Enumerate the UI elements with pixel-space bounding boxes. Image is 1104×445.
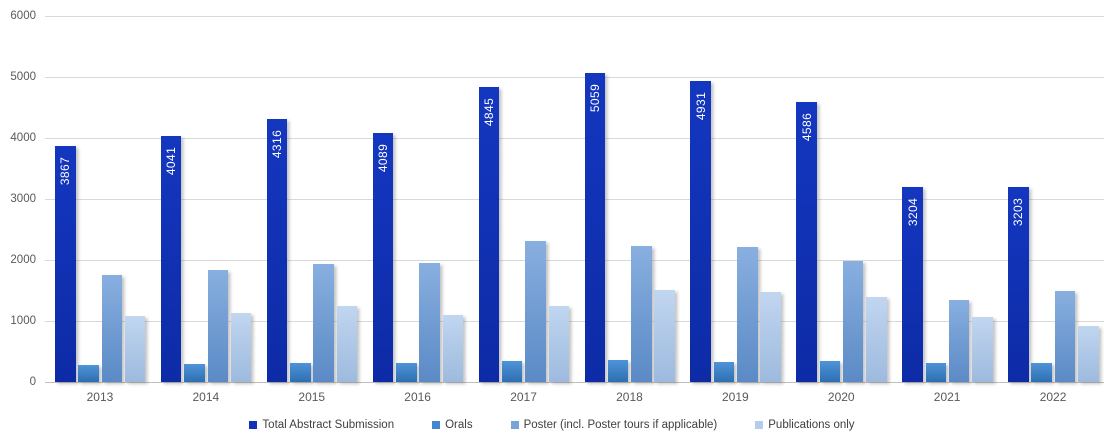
bar-series2-2022 [1054,291,1076,382]
y-tick-label-3000: 3000 [10,193,36,205]
bar-series0-2013 [55,146,76,382]
y-tick-label-1000: 1000 [10,315,36,327]
bar-series1-2021 [925,362,946,382]
bar-series0-2018 [584,73,605,382]
bar-series0-2019 [690,81,711,382]
x-axis-label-2015: 2015 [298,390,326,404]
x-axis-label-2017: 2017 [510,390,537,404]
chart-legend: Total Abstract Submission Orals Poster (in… [0,419,1104,431]
bar-series2-2016 [419,263,440,383]
bar-series3-2016 [442,314,464,382]
y-tick-label-2000: 2000 [10,254,36,266]
x-axis-line [45,382,1104,383]
bar-series1-2020 [819,361,841,382]
bar-series3-2017 [548,306,569,382]
bar-series1-2018 [607,360,629,382]
bar-series2-2021 [948,299,970,382]
bar-series0-2016 [372,132,394,382]
bar-value-label-2018: 5059 [587,84,602,113]
bar-series1-2016 [396,363,417,382]
bar-series2-2020 [842,261,864,382]
bar-series3-2022 [1078,325,1099,382]
legend-swatch-icon [249,421,258,429]
bar-series1-2014 [184,363,205,382]
y-tick-label-0: 0 [29,376,36,388]
bar-series2-2019 [737,247,758,382]
legend-label: Publications only [768,419,855,431]
bar-series0-2020 [796,102,817,382]
bar-series3-2013 [124,315,146,382]
bar-series0-2021 [902,186,923,382]
legend-label: Total Abstract Submission [262,419,395,431]
gridline-4000 [45,138,1104,139]
bar-series3-2014 [230,312,252,382]
y-tick-label-6000: 6000 [10,10,36,22]
bar-series2-2013 [101,274,123,382]
bar-series1-2013 [78,364,99,382]
x-axis-label-2013: 2013 [86,390,114,404]
x-axis-label-2018: 2018 [616,390,643,404]
bar-series1-2017 [501,361,523,382]
bar-series3-2018 [654,289,675,382]
bar-series0-2017 [478,86,500,382]
legend-item-1: Orals [432,419,473,431]
x-axis-label-2014: 2014 [192,390,220,404]
bar-series2-2015 [313,264,334,382]
bar-value-label-2020: 4586 [799,113,814,142]
bar-series0-2014 [160,135,182,382]
gridline-5000 [45,77,1104,78]
legend-swatch-icon [432,421,441,429]
bar-value-label-2016: 4089 [376,143,390,172]
y-tick-label-4000: 4000 [10,132,36,144]
bar-series3-2021 [972,317,993,382]
bar-value-label-2014: 4041 [164,146,179,175]
legend-label: Poster (incl. Poster tours if applicable… [523,419,718,431]
gridline-3000 [45,199,1104,200]
bar-series1-2015 [290,362,311,382]
x-axis-label-2016: 2016 [404,390,431,404]
bar-value-label-2015: 4316 [270,129,285,158]
gridline-2000 [45,260,1104,261]
bar-value-label-2021: 3204 [905,197,920,226]
gridline-6000 [45,16,1104,17]
y-tick-label-5000: 5000 [10,71,36,83]
x-axis-label-2021: 2021 [933,390,961,404]
bar-series2-2014 [207,269,228,382]
bar-series1-2019 [713,361,735,382]
bar-value-label-2019: 4931 [693,92,708,121]
legend-item-0: Total Abstract Submission [249,419,394,431]
bar-series3-2015 [336,306,358,382]
x-axis-label-2019: 2019 [721,390,749,404]
gridline-1000 [45,321,1104,322]
bar-value-label-2013: 3867 [58,156,73,186]
legend-swatch-icon [755,421,764,429]
x-axis-label-2020: 2020 [827,390,855,404]
bar-series0-2015 [266,118,288,382]
bar-series2-2018 [631,245,652,382]
bar-series0-2022 [1008,186,1029,382]
legend-swatch-icon [510,421,519,429]
bar-series3-2019 [760,292,781,382]
x-axis-label-2022: 2022 [1039,390,1067,404]
bar-value-label-2017: 4845 [481,97,496,126]
bar-series3-2020 [866,297,887,382]
bar-series2-2017 [525,241,546,382]
legend-label: Orals [445,419,473,431]
legend-item-3: Publications only [755,419,855,431]
bar-series1-2022 [1031,362,1052,382]
legend-item-2: Poster (incl. Poster tours if applicable… [510,419,718,431]
bar-value-label-2022: 3203 [1011,197,1026,226]
